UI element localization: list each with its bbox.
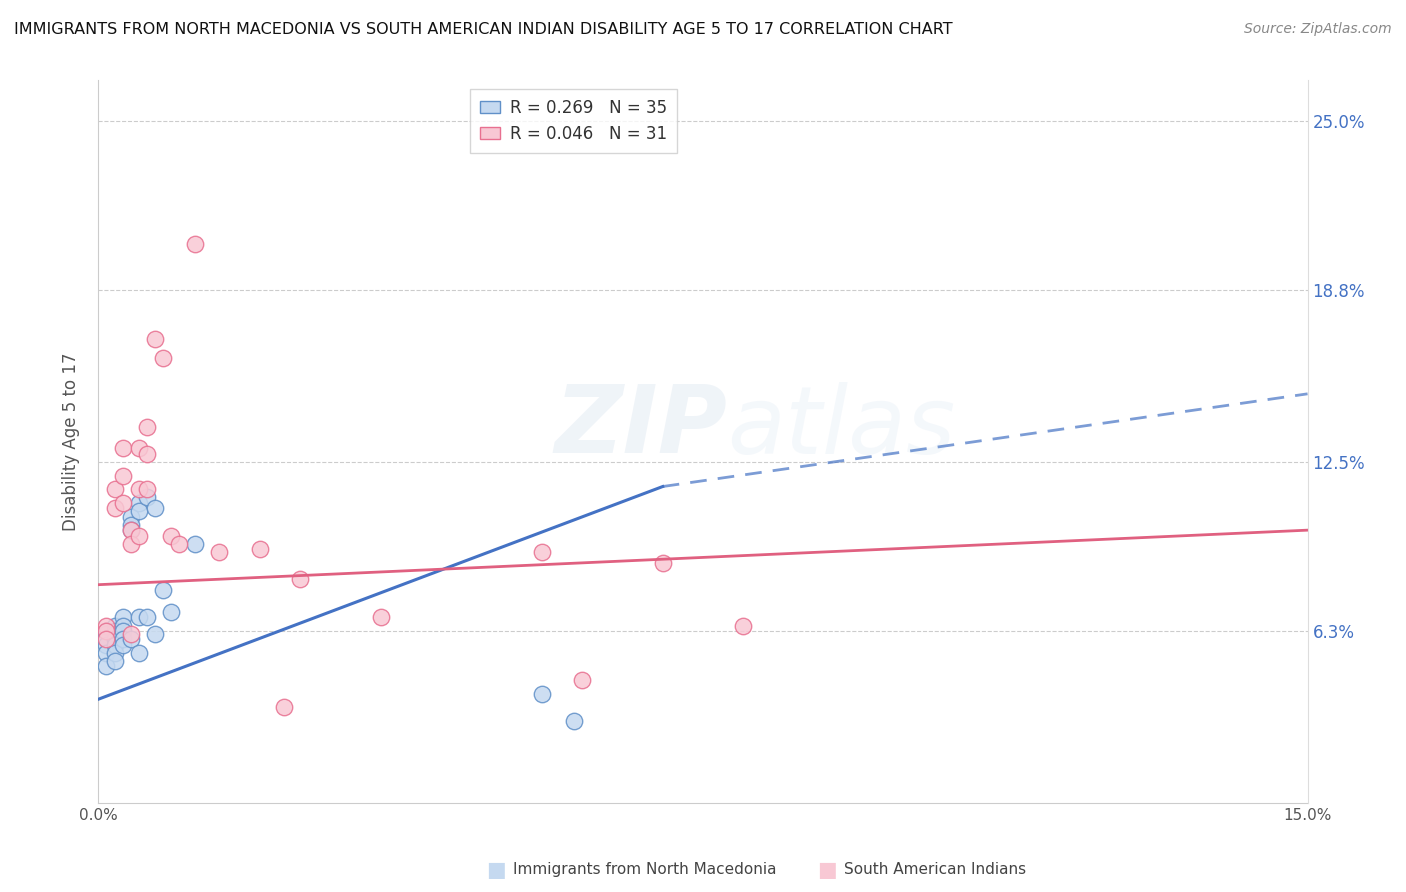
Point [135,419,157,434]
Point [103,482,125,496]
Point [120,632,142,647]
Point [135,447,157,461]
Point [135,610,157,624]
Point [128,442,150,456]
Point [370,610,392,624]
Point [103,624,125,638]
Point [562,714,585,728]
Point [111,442,134,456]
Point [120,517,142,532]
Point [273,700,295,714]
Point [111,618,134,632]
Point [120,626,142,640]
Point [208,545,231,559]
Point [96,618,118,632]
Point [96,632,118,647]
Point [135,482,157,496]
Point [184,537,207,551]
Point [128,528,150,542]
Point [96,646,118,660]
Point [128,610,150,624]
Point [143,332,166,346]
Point [111,624,134,638]
Text: atlas: atlas [727,382,956,473]
Point [103,618,125,632]
Point [530,687,553,701]
Point [135,491,157,505]
Point [152,583,174,598]
Point [128,482,150,496]
Point [160,528,183,542]
Point [143,626,166,640]
Text: IMMIGRANTS FROM NORTH MACEDONIA VS SOUTH AMERICAN INDIAN DISABILITY AGE 5 TO 17 : IMMIGRANTS FROM NORTH MACEDONIA VS SOUTH… [14,22,953,37]
Text: Immigrants from North Macedonia: Immigrants from North Macedonia [513,863,776,877]
Point [143,501,166,516]
Point [120,523,142,537]
Point [103,501,125,516]
Point [96,659,118,673]
Point [167,537,190,551]
Text: ■: ■ [817,860,837,880]
Point [103,638,125,652]
Point [733,618,755,632]
Point [571,673,593,687]
Point [120,509,142,524]
Point [128,496,150,510]
Text: ■: ■ [486,860,506,880]
Point [184,236,207,251]
Point [111,468,134,483]
Legend: R = 0.269   N = 35, R = 0.046   N = 31: R = 0.269 N = 35, R = 0.046 N = 31 [470,88,676,153]
Point [103,654,125,668]
Point [111,632,134,647]
Y-axis label: Disability Age 5 to 17: Disability Age 5 to 17 [62,352,80,531]
Point [96,638,118,652]
Point [128,504,150,518]
Point [288,572,311,586]
Point [111,610,134,624]
Point [128,646,150,660]
Point [160,605,183,619]
Point [120,537,142,551]
Point [96,626,118,640]
Point [103,632,125,647]
Point [651,556,673,570]
Point [103,626,125,640]
Text: Source: ZipAtlas.com: Source: ZipAtlas.com [1244,22,1392,37]
Point [111,496,134,510]
Text: ZIP: ZIP [554,381,727,473]
Point [96,624,118,638]
Point [111,638,134,652]
Point [96,632,118,647]
Point [530,545,553,559]
Point [96,624,118,638]
Text: South American Indians: South American Indians [844,863,1026,877]
Point [152,351,174,366]
Point [249,542,271,557]
Point [103,646,125,660]
Point [120,523,142,537]
